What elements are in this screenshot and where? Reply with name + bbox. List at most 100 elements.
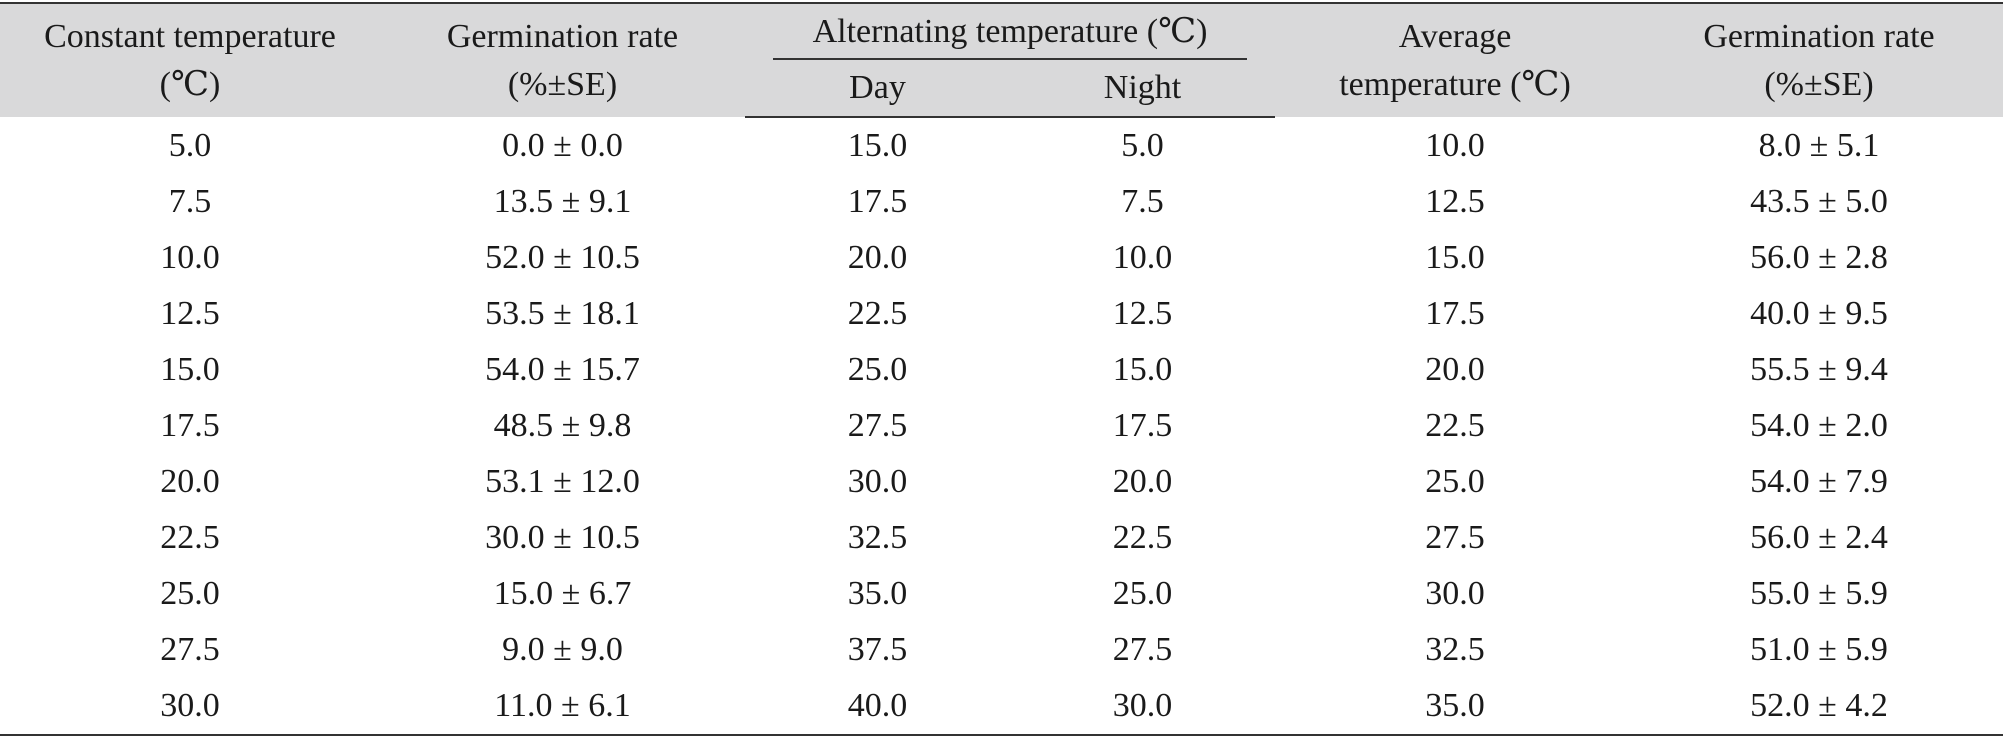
header-night: Night	[1010, 60, 1275, 118]
cell-night-temperature: 20.0	[1112, 463, 1173, 500]
cell-night-temperature: 15.0	[1112, 351, 1173, 388]
cell-average-temperature: 30.0	[1425, 575, 1485, 612]
table-row: 30.0 11.0 ± 6.1 40.0 30.0 35.0 52.0 ± 4.2	[0, 678, 2003, 736]
cell-germination-rate-alternating: 56.0 ± 2.4	[1750, 519, 1888, 556]
header-constant-temperature-line2: (℃)	[159, 65, 221, 103]
header-germination-rate-alternating-line2: (%±SE)	[1764, 65, 1874, 103]
cell-day-temperature: 30.0	[847, 463, 908, 500]
header-constant-temperature: Constant temperature (℃)	[0, 2, 380, 117]
header-average-temperature-line2: temperature (℃)	[1339, 65, 1571, 103]
cell-day-temperature: 27.5	[847, 407, 908, 444]
cell-constant-temperature: 15.0	[160, 351, 220, 388]
header-alternating-temperature: Alternating temperature (℃)	[745, 2, 1275, 60]
header-germination-rate-constant: Germination rate (%±SE)	[380, 2, 745, 117]
cell-night-temperature: 5.0	[1121, 127, 1164, 164]
cell-day-temperature: 15.0	[847, 127, 908, 164]
cell-constant-temperature: 20.0	[160, 463, 220, 500]
cell-day-temperature: 37.5	[847, 631, 908, 668]
cell-germination-rate-constant: 15.0 ± 6.7	[493, 575, 632, 612]
cell-day-temperature: 17.5	[847, 183, 908, 220]
table-row: 5.0 0.0 ± 0.0 15.0 5.0 10.0 8.0 ± 5.1	[0, 117, 2003, 174]
cell-constant-temperature: 22.5	[160, 519, 220, 556]
cell-average-temperature: 25.0	[1425, 463, 1485, 500]
cell-day-temperature: 25.0	[847, 351, 908, 388]
cell-germination-rate-alternating: 52.0 ± 4.2	[1635, 678, 2003, 736]
cell-night-temperature: 10.0	[1112, 239, 1173, 276]
cell-germination-rate-constant: 11.0 ± 6.1	[380, 678, 745, 736]
table-row: 12.5 53.5 ± 18.1 22.5 12.5 17.5 40.0 ± 9.5	[0, 286, 2003, 342]
cell-germination-rate-alternating: 8.0 ± 5.1	[1758, 126, 1880, 164]
cell-germination-rate-alternating: 43.5 ± 5.0	[1750, 183, 1888, 220]
cell-germination-rate-alternating: 55.0 ± 5.9	[1750, 575, 1888, 612]
cell-germination-rate-alternating: 40.0 ± 9.5	[1750, 295, 1888, 332]
cell-day-temperature: 32.5	[847, 519, 908, 556]
header-germination-rate-constant-line1: Germination rate	[446, 17, 679, 55]
cell-night-temperature: 25.0	[1112, 575, 1173, 612]
cell-average-temperature: 12.5	[1425, 183, 1485, 220]
cell-germination-rate-constant: 53.5 ± 18.1	[485, 295, 640, 332]
cell-germination-rate-constant: 13.5 ± 9.1	[493, 183, 632, 220]
header-germination-rate-alternating: Germination rate (%±SE)	[1635, 2, 2003, 117]
cell-germination-rate-constant: 30.0 ± 10.5	[485, 519, 640, 556]
cell-average-temperature: 10.0	[1425, 126, 1485, 164]
cell-constant-temperature: 5.0	[168, 126, 212, 164]
cell-day-temperature: 20.0	[847, 239, 908, 276]
table-row: 27.5 9.0 ± 9.0 37.5 27.5 32.5 51.0 ± 5.9	[0, 622, 2003, 678]
cell-germination-rate-constant: 48.5 ± 9.8	[493, 407, 632, 444]
cell-night-temperature: 30.0	[1010, 678, 1275, 736]
cell-germination-rate-constant: 9.0 ± 9.0	[502, 631, 623, 668]
header-row-1: Constant temperature (℃) Germination rat…	[0, 2, 2003, 117]
cell-average-temperature: 20.0	[1425, 351, 1485, 388]
cell-constant-temperature: 27.5	[160, 631, 220, 668]
cell-night-temperature: 17.5	[1112, 407, 1173, 444]
cell-night-temperature: 27.5	[1112, 631, 1173, 668]
cell-average-temperature: 35.0	[1275, 678, 1635, 736]
header-average-temperature: Average temperature (℃)	[1275, 2, 1635, 117]
table-row: 22.5 30.0 ± 10.5 32.5 22.5 27.5 56.0 ± 2.4	[0, 510, 2003, 566]
header-alternating-temperature-label: Alternating temperature (℃)	[812, 13, 1208, 50]
table-row: 20.0 53.1 ± 12.0 30.0 20.0 25.0 54.0 ± 7.9	[0, 454, 2003, 510]
cell-constant-temperature: 12.5	[160, 295, 220, 332]
cell-average-temperature: 17.5	[1425, 295, 1485, 332]
cell-constant-temperature: 17.5	[160, 407, 220, 444]
table-row: 10.0 52.0 ± 10.5 20.0 10.0 15.0 56.0 ± 2.8	[0, 230, 2003, 286]
cell-germination-rate-alternating: 54.0 ± 2.0	[1750, 407, 1888, 444]
table-body: 5.0 0.0 ± 0.0 15.0 5.0 10.0 8.0 ± 5.1 7.5 13.5 …	[0, 117, 2003, 736]
cell-average-temperature: 15.0	[1425, 239, 1485, 276]
cell-day-temperature: 40.0	[745, 678, 1010, 736]
cell-germination-rate-constant: 54.0 ± 15.7	[485, 351, 640, 388]
cell-germination-rate-alternating: 55.5 ± 9.4	[1750, 351, 1888, 388]
cell-germination-rate-alternating: 54.0 ± 7.9	[1750, 463, 1888, 500]
table-row: 25.0 15.0 ± 6.7 35.0 25.0 30.0 55.0 ± 5.9	[0, 566, 2003, 622]
table-row: 17.5 48.5 ± 9.8 27.5 17.5 22.5 54.0 ± 2.0	[0, 398, 2003, 454]
header-average-temperature-line1: Average	[1398, 17, 1512, 55]
header-germination-rate-alternating-line1: Germination rate	[1703, 17, 1935, 55]
cell-constant-temperature: 10.0	[160, 239, 220, 276]
cell-germination-rate-alternating: 56.0 ± 2.8	[1750, 239, 1888, 276]
table-row: 15.0 54.0 ± 15.7 25.0 15.0 20.0 55.5 ± 9.4	[0, 342, 2003, 398]
cell-germination-rate-alternating: 51.0 ± 5.9	[1750, 631, 1888, 668]
cell-average-temperature: 27.5	[1425, 519, 1485, 556]
cell-night-temperature: 22.5	[1112, 519, 1173, 556]
cell-average-temperature: 32.5	[1425, 631, 1485, 668]
cell-day-temperature: 35.0	[847, 575, 908, 612]
cell-night-temperature: 7.5	[1121, 183, 1164, 220]
cell-day-temperature: 22.5	[847, 295, 908, 332]
cell-average-temperature: 22.5	[1425, 407, 1485, 444]
cell-night-temperature: 12.5	[1112, 295, 1173, 332]
header-constant-temperature-line1: Constant temperature	[44, 17, 336, 55]
cell-constant-temperature: 30.0	[0, 678, 380, 736]
header-row-2: Day Night	[0, 60, 2003, 118]
header-germination-rate-constant-line2: (%±SE)	[507, 65, 618, 103]
cell-constant-temperature: 7.5	[168, 183, 212, 220]
table-row: 7.5 13.5 ± 9.1 17.5 7.5 12.5 43.5 ± 5.0	[0, 174, 2003, 230]
header-alternating-underline	[773, 58, 1247, 60]
cell-germination-rate-constant: 53.1 ± 12.0	[485, 463, 640, 500]
table-header: Constant temperature (℃) Germination rat…	[0, 2, 2003, 118]
cell-constant-temperature: 25.0	[160, 575, 220, 612]
cell-germination-rate-constant: 0.0 ± 0.0	[502, 126, 623, 164]
header-day: Day	[745, 60, 1010, 118]
cell-germination-rate-constant: 52.0 ± 10.5	[485, 239, 640, 276]
